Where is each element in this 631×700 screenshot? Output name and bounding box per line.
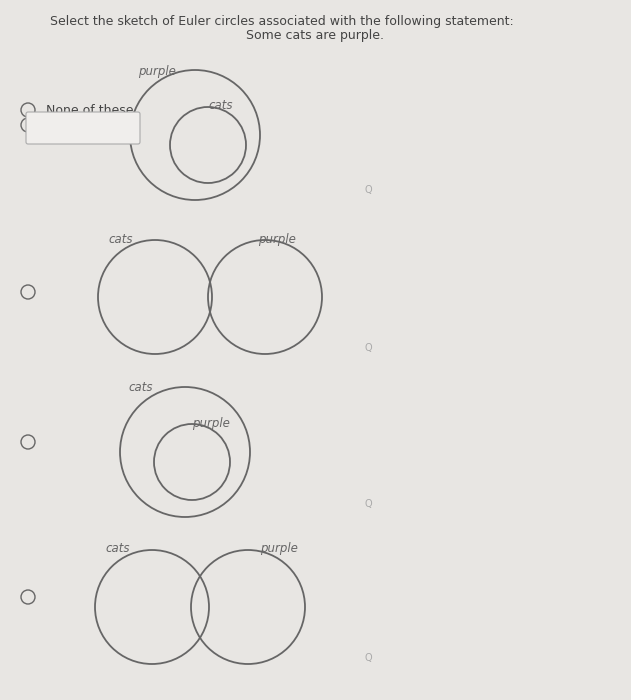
Text: purple: purple: [260, 542, 298, 555]
Text: Q: Q: [364, 653, 372, 663]
Text: Q: Q: [364, 185, 372, 195]
Text: None of these: None of these: [46, 104, 134, 116]
Text: cats: cats: [105, 542, 129, 555]
Text: purple: purple: [192, 417, 230, 430]
Text: Select the sketch of Euler circles associated with the following statement:: Select the sketch of Euler circles assoc…: [50, 15, 514, 28]
Text: cats: cats: [108, 233, 133, 246]
Text: cats: cats: [128, 381, 153, 394]
Text: Q: Q: [364, 343, 372, 353]
FancyBboxPatch shape: [26, 112, 140, 144]
Text: purple: purple: [258, 233, 296, 246]
Text: cats: cats: [208, 99, 232, 112]
Text: Q: Q: [364, 499, 372, 509]
Text: Check Answer: Check Answer: [44, 123, 122, 133]
Text: Some cats are purple.: Some cats are purple.: [246, 29, 384, 42]
Text: purple: purple: [138, 65, 176, 78]
